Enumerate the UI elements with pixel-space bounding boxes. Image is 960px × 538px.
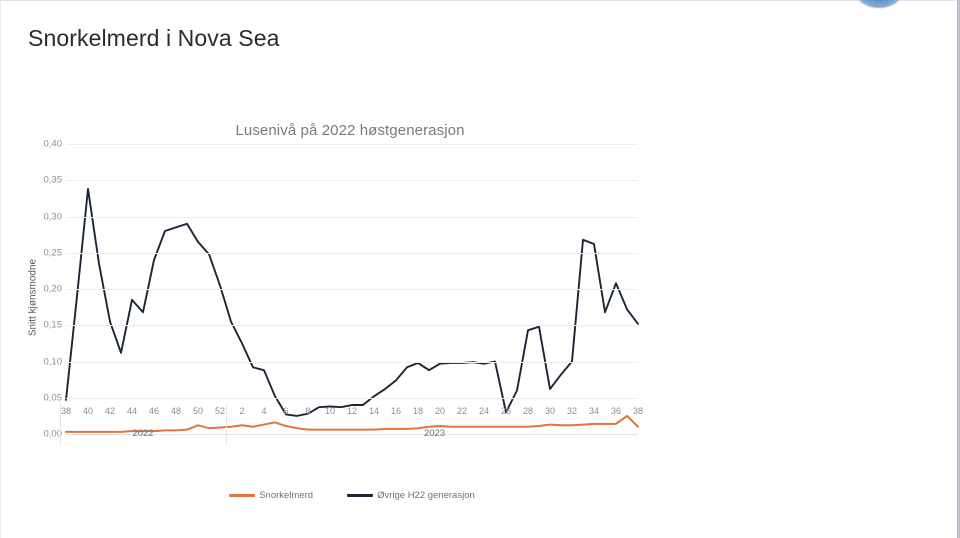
line-chart: Lusenivå på 2022 høstgenerasjon Snitt kj… [0, 112, 700, 522]
x-axis-tick-label: 22 [456, 406, 468, 416]
gridline [66, 434, 638, 435]
y-axis-tick-label: 0,00 [43, 428, 63, 440]
x-axis-tick-label: 46 [148, 406, 160, 416]
gridline [66, 216, 638, 218]
x-axis-tick-label: 14 [368, 406, 380, 416]
x-axis-tick-label: 34 [588, 406, 600, 416]
participant-avatar-bubble [855, 0, 903, 8]
legend-color-swatch [347, 494, 374, 497]
legend-label: Snorkelmerd [259, 490, 314, 501]
legend-color-swatch [229, 494, 256, 497]
y-axis-ticks: 0,00 0,05 0,10 0,15 0,20 0,25 0,30 0,35 0,40 [28, 139, 63, 440]
x-axis-tick-label: 20 [434, 406, 446, 416]
x-axis-tick-label: 8 [305, 406, 311, 416]
legend-item: Snorkelmerd [229, 490, 313, 501]
x-axis-tick-label: 38 [60, 406, 72, 416]
y-axis-tick-label: 0,05 [43, 392, 63, 404]
gridline [66, 180, 638, 182]
x-axis-tick-label: 52 [214, 406, 226, 416]
plot-wrapper: 0,00 0,05 0,10 0,15 0,20 0,25 0,30 0,35 0,40 [0, 139, 700, 474]
gridline [66, 397, 638, 399]
x-axis-tick-label: 2 [239, 406, 245, 416]
x-axis-tick-label: 50 [192, 406, 204, 416]
x-axis-tick-label: 6 [283, 406, 289, 416]
slide-top-border [0, 0, 960, 1]
x-axis-group-label: 2023 [423, 428, 446, 439]
x-axis-tick-label: 12 [346, 406, 358, 416]
y-axis-tick-label: 0,25 [43, 247, 63, 259]
slide-left-border [0, 0, 1, 538]
x-axis: 38 40 42 44 46 48 50 52 2 4 6 8 10 12 14 16 18 20 22 24 26 28… [60, 404, 643, 452]
x-axis-group-label: 2022 [132, 428, 154, 439]
legend-item: Øvrige H22 generasjon [347, 490, 475, 501]
page-title: Snorkelmerd i Nova Sea [28, 25, 280, 51]
series-canvas [66, 144, 638, 434]
x-axis-tick-label: 36 [610, 406, 622, 416]
gridline [66, 325, 638, 327]
x-axis-tick-label: 28 [522, 406, 534, 416]
x-axis-tick-label: 30 [544, 406, 556, 416]
series-line [66, 416, 638, 432]
gridline [66, 252, 638, 254]
legend-label: Øvrige H22 generasjon [377, 490, 475, 501]
plot-area [66, 144, 638, 435]
y-axis-tick-label: 0,30 [43, 211, 63, 222]
x-axis-tick-label: 24 [478, 406, 490, 416]
x-axis-tick-label: 44 [126, 406, 138, 416]
x-axis-tick-label: 4 [261, 406, 267, 416]
y-axis-tick-label: 0,40 [43, 138, 63, 150]
y-axis-tick-label: 0,15 [43, 319, 63, 331]
chart-title: Lusenivå på 2022 høstgenerasjon [235, 122, 465, 139]
x-axis-group-separator [60, 404, 61, 446]
x-axis-tick-label: 42 [104, 406, 116, 416]
x-axis-tick-label: 38 [632, 406, 644, 416]
gridline [66, 289, 638, 290]
x-axis-tick-label: 26 [500, 406, 512, 416]
chart-legend: Snorkelmerd Øvrige H22 generasjon [66, 490, 638, 501]
y-axis-tick-label: 0,10 [43, 356, 63, 367]
x-axis-tick-label: 40 [82, 406, 94, 416]
gridline [66, 144, 638, 145]
slide-right-border [957, 0, 960, 538]
gridline [66, 361, 638, 363]
x-axis-tick-label: 16 [390, 406, 402, 416]
x-axis-tick-label: 10 [324, 406, 336, 416]
x-axis-group-separator [226, 404, 228, 446]
series-line [66, 189, 638, 416]
y-axis-tick-label: 0,20 [43, 283, 63, 295]
x-axis-tick-label: 48 [170, 406, 182, 416]
x-axis-tick-label: 32 [566, 406, 578, 416]
y-axis-tick-label: 0,35 [43, 174, 63, 186]
x-axis-tick-label: 18 [412, 406, 424, 416]
